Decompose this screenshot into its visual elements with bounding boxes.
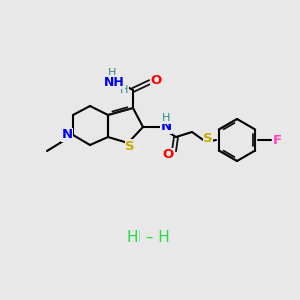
Text: N: N (61, 128, 73, 142)
Text: N: N (160, 121, 172, 134)
Text: H: H (108, 68, 116, 80)
Text: H: H (120, 85, 128, 95)
Text: S: S (125, 140, 135, 152)
Text: F: F (272, 134, 282, 146)
Text: NH: NH (103, 76, 124, 88)
Text: H: H (126, 230, 138, 245)
Text: O: O (162, 148, 174, 161)
Text: S: S (203, 131, 213, 145)
Text: H: H (162, 113, 170, 123)
Text: O: O (150, 74, 162, 88)
Text: Cl – H: Cl – H (126, 230, 170, 245)
Text: NH: NH (102, 76, 122, 88)
Text: H: H (108, 68, 116, 78)
